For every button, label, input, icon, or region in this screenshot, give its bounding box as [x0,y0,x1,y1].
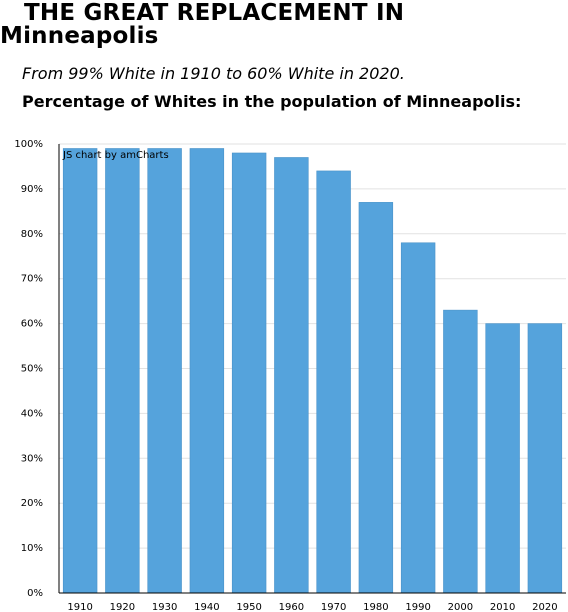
x-tick-label: 1910 [67,602,92,612]
bar-2000[interactable] [443,309,478,594]
bar-1940[interactable] [189,148,225,594]
x-tick-label: 1950 [236,602,261,612]
axes [58,144,566,594]
bar-2010[interactable] [485,323,520,594]
y-tick-label: 90% [21,184,43,195]
bars [62,148,563,594]
bar-1930[interactable] [147,148,182,594]
page-title-line-1: THE GREAT REPLACEMENT IN [24,0,405,26]
chart-credit-link[interactable]: JS chart by amCharts [62,150,169,161]
bar-1990[interactable] [400,242,436,594]
x-tick-label: 1990 [405,602,430,612]
x-tick-label: 2000 [448,602,473,612]
y-tick-label: 60% [21,319,43,330]
x-tick-label: 1960 [279,602,304,612]
y-tick-label: 10% [21,543,43,554]
page-title-line-2: Minneapolis [0,23,159,49]
bar-2020[interactable] [527,323,563,594]
x-tick-label: 1920 [110,602,135,612]
bar-1980[interactable] [358,202,394,594]
y-tick-label: 0% [27,588,43,599]
x-tick-label: 1940 [194,602,219,612]
x-tick-label: 2020 [532,602,557,612]
bar-1920[interactable] [105,148,140,594]
bar-1950[interactable] [231,152,267,594]
bar-1910[interactable] [62,148,98,594]
y-tick-label: 30% [21,453,43,464]
bar-1960[interactable] [274,157,309,594]
x-tick-label: 1930 [152,602,177,612]
y-axis-tick-labels: 0% 10% 20% 30% 40% 50% 60% 70% 80% 90% 100% [14,139,43,599]
x-tick-label: 1970 [321,602,346,612]
chart-heading: Percentage of Whites in the population o… [22,92,522,111]
y-tick-label: 80% [21,229,43,240]
page-subtitle: From 99% White in 1910 to 60% White in 2… [22,64,405,83]
x-tick-label: 1980 [363,602,388,612]
y-tick-label: 20% [21,498,43,509]
x-axis-tick-labels: 1910 1920 1930 1940 1950 1960 1970 1980 1990 2000… [67,602,557,612]
grid-lines [59,143,566,549]
y-tick-label: 70% [21,274,43,285]
x-tick-label: 2010 [490,602,515,612]
y-tick-label: 100% [14,139,43,150]
bar-1970[interactable] [316,170,351,594]
y-tick-label: 40% [21,408,43,419]
y-tick-label: 50% [21,364,43,375]
